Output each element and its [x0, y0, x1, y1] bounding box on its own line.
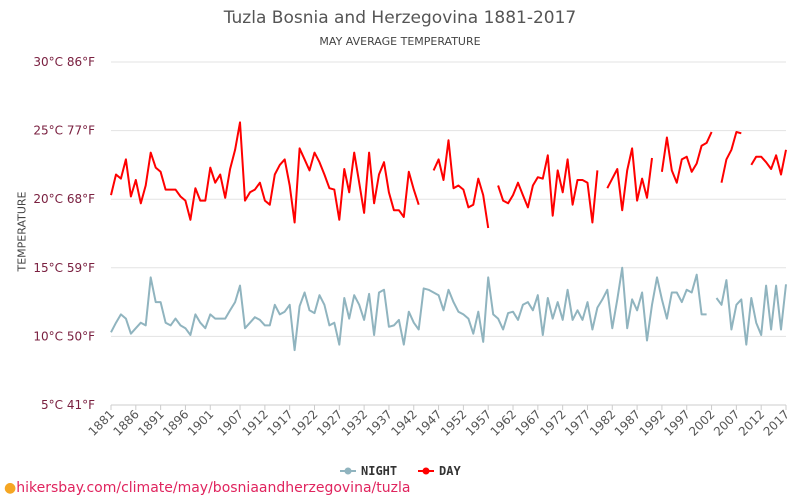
y-tick-label: 20°C 68°F: [33, 192, 95, 206]
x-tick-label: 1891: [135, 407, 166, 438]
y-tick-label: 10°C 50°F: [33, 329, 95, 343]
x-tick-label: 1982: [587, 407, 618, 438]
y-tick-label: 25°C 77°F: [33, 124, 95, 138]
y-tick-label: 15°C 59°F: [33, 261, 95, 275]
x-tick-label: 1896: [160, 407, 191, 438]
x-tick-label: 2017: [761, 407, 792, 438]
chart-subtitle: MAY AVERAGE TEMPERATURE: [319, 35, 481, 48]
y-tick-label: 30°C 86°F: [33, 55, 95, 69]
x-tick-label: 1907: [215, 407, 246, 438]
x-tick-label: 1977: [562, 407, 593, 438]
x-tick-label: 1886: [110, 407, 141, 438]
x-tick-label: 1942: [388, 407, 419, 438]
x-tick-label: 1967: [512, 407, 543, 438]
x-tick-label: 1972: [537, 407, 568, 438]
x-tick-label: 1917: [264, 407, 295, 438]
legend-marker-night: [344, 467, 352, 475]
x-tick-label: 1992: [637, 407, 668, 438]
x-tick-label: 1901: [185, 407, 216, 438]
x-tick-label: 1947: [413, 407, 444, 438]
x-tick-label: 2012: [736, 407, 767, 438]
footer-link[interactable]: ●hikersbay.com/climate/may/bosniaandherz…: [4, 480, 410, 496]
legend-label-day: DAY: [439, 464, 461, 478]
series-line-night: [110, 266, 787, 352]
map-pin-icon: ●: [4, 480, 17, 496]
x-tick-label: 2007: [711, 407, 742, 438]
y-tick-label: 5°C 41°F: [41, 398, 95, 412]
x-tick-label: 1937: [364, 407, 395, 438]
x-tick-label: 1932: [339, 407, 370, 438]
legend-marker-day: [422, 467, 430, 475]
x-tick-label: 1997: [661, 407, 692, 438]
x-tick-label: 1962: [488, 407, 519, 438]
x-tick-label: 1922: [289, 407, 320, 438]
x-tick-label: 1957: [463, 407, 494, 438]
series-line-day: [110, 121, 787, 229]
chart-title: Tuzla Bosnia and Herzegovina 1881-2017: [223, 8, 577, 28]
legend-label-night: NIGHT: [361, 464, 397, 478]
x-tick-label: 1987: [612, 407, 643, 438]
footer-link-text: hikersbay.com/climate/may/bosniaandherze…: [16, 480, 411, 496]
x-tick-label: 1952: [438, 407, 469, 438]
x-tick-label: 1912: [239, 407, 270, 438]
x-tick-label: 1927: [314, 407, 345, 438]
x-tick-label: 2002: [686, 407, 717, 438]
